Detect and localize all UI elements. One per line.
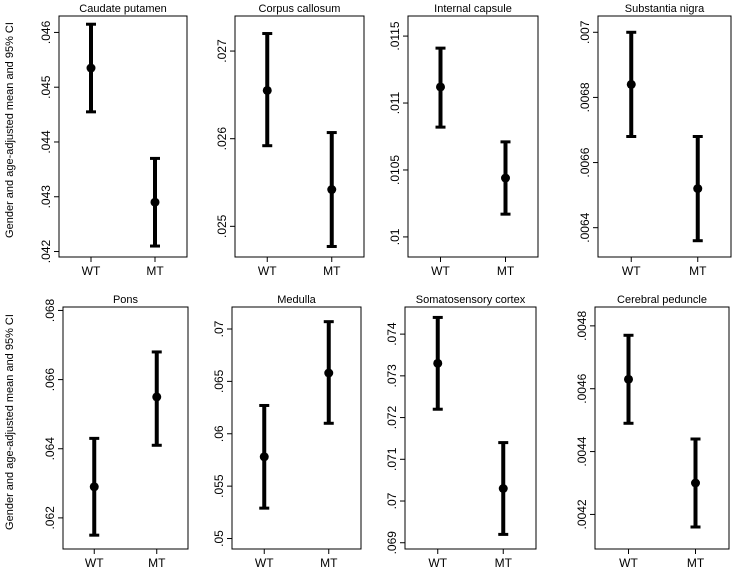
panel-8: Cerebral peduncle .0042 .0044 .0046 .0048 WT M…: [575, 294, 730, 570]
y-tick-label: .0064: [578, 212, 592, 242]
y-tick-label: .0042: [575, 499, 589, 529]
y-tick-label: .071: [385, 447, 399, 471]
x-tick-label: MT: [497, 264, 515, 278]
mean-marker-mt: [150, 197, 160, 207]
x-tick-label: MT: [146, 264, 164, 278]
x-tick-label: WT: [255, 556, 274, 570]
y-tick-label: .0068: [578, 82, 592, 112]
mean-marker-wt: [626, 79, 636, 89]
panel-title: Somatosensory cortex: [416, 294, 526, 306]
y-tick-label: .07: [385, 492, 399, 509]
plot-frame: [62, 306, 189, 550]
mean-marker-mt: [498, 484, 508, 493]
y-tick-label: .026: [215, 127, 229, 151]
y-tick-label: .07: [212, 320, 226, 337]
x-tick-label: MT: [323, 264, 341, 278]
mean-marker-wt: [259, 452, 269, 462]
mean-marker-wt: [433, 358, 443, 368]
x-tick-label: MT: [320, 556, 338, 570]
y-tick-label: .0105: [388, 155, 402, 185]
panel-title: Medulla: [277, 294, 316, 306]
mean-marker-mt: [324, 368, 334, 378]
mean-marker-mt: [327, 185, 337, 195]
plot-frame: [404, 306, 537, 550]
y-tick-label: .069: [385, 531, 399, 555]
y-tick-label: .0048: [575, 311, 589, 341]
y-axis-label-row-2: Gender and age-adjusted mean and 95% CI: [4, 314, 16, 530]
y-tick-label: .046: [39, 20, 53, 44]
x-tick-label: MT: [689, 264, 707, 278]
plot-frame: [231, 306, 362, 550]
x-tick-label: MT: [148, 556, 166, 570]
plot-frame: [234, 15, 365, 258]
panel-title: Pons: [113, 294, 139, 306]
y-axis-label-row-1: Gender and age-adjusted mean and 95% CI: [4, 22, 16, 238]
y-tick-label: .027: [215, 39, 229, 63]
y-tick-label: .074: [385, 322, 399, 346]
panel-7: Somatosensory cortex .069 .07 .071 .072 .073.…: [385, 294, 537, 570]
y-tick-label: .073: [385, 364, 399, 388]
y-tick-label: .066: [43, 368, 57, 392]
panel-title: Internal capsule: [434, 3, 512, 15]
y-tick-label: .043: [39, 185, 53, 209]
mean-marker-mt: [693, 184, 703, 194]
plot-frame: [594, 306, 730, 550]
plot-frame: [597, 15, 732, 258]
x-tick-label: WT: [85, 556, 104, 570]
panel-1: Caudate putamen .042 .043 .044 .045 .046 WT MT: [39, 3, 188, 278]
x-tick-label: MT: [687, 556, 705, 570]
y-tick-label: .065: [212, 369, 226, 393]
x-tick-label: WT: [622, 264, 641, 278]
mean-marker-wt: [86, 63, 96, 73]
y-tick-label: .072: [385, 406, 399, 430]
y-tick-label: .042: [39, 240, 53, 264]
panel-title: Cerebral peduncle: [617, 294, 707, 306]
plot-frame: [407, 15, 539, 258]
x-tick-label: MT: [495, 556, 513, 570]
plot-frame: [58, 15, 188, 258]
panel-5: Pons .062 .064 .066 .068 WT MT: [43, 294, 189, 570]
mean-marker-wt: [624, 374, 633, 384]
y-tick-label: .0044: [575, 436, 589, 466]
y-tick-label: .025: [215, 214, 229, 238]
mean-marker-mt: [691, 478, 700, 488]
y-tick-label: .044: [39, 130, 53, 154]
y-tick-label: .007: [578, 20, 592, 44]
y-tick-label: .0115: [388, 21, 402, 50]
panel-2: Corpus callosum .025 .026 .027 WT MT: [215, 3, 365, 278]
mean-marker-wt: [89, 482, 99, 492]
y-tick-label: .05: [212, 530, 226, 547]
y-tick-label: .011: [388, 91, 402, 114]
panel-title: Caudate putamen: [79, 3, 166, 15]
y-tick-label: .055: [212, 474, 226, 498]
panel-title: Substantia nigra: [625, 3, 705, 15]
y-tick-label: .064: [43, 437, 57, 461]
y-tick-label: .01: [388, 228, 402, 245]
panel-title: Corpus callosum: [259, 3, 341, 15]
mean-marker-mt: [152, 392, 162, 402]
y-tick-label: .06: [212, 425, 226, 442]
mean-marker-wt: [262, 85, 272, 95]
x-tick-label: WT: [258, 264, 277, 278]
mean-marker-wt: [436, 82, 445, 92]
y-tick-label: .045: [39, 75, 53, 99]
panel-6: Medulla .05 .055 .06 .065 .07 WT MT: [212, 294, 362, 570]
x-tick-label: WT: [431, 264, 450, 278]
panel-4: Substantia nigra .0064 .0066 .0068 .007 WT MT: [578, 3, 732, 278]
x-tick-label: WT: [619, 556, 638, 570]
mean-marker-mt: [501, 173, 510, 183]
panel-3: Internal capsule .01 .0105 .011 .0115 WT MT: [388, 3, 539, 278]
y-tick-label: .068: [43, 298, 57, 322]
x-tick-label: WT: [82, 264, 101, 278]
y-tick-label: .0066: [578, 147, 592, 177]
y-tick-label: .0046: [575, 373, 589, 403]
x-tick-label: WT: [428, 556, 447, 570]
y-tick-label: .062: [43, 506, 57, 530]
